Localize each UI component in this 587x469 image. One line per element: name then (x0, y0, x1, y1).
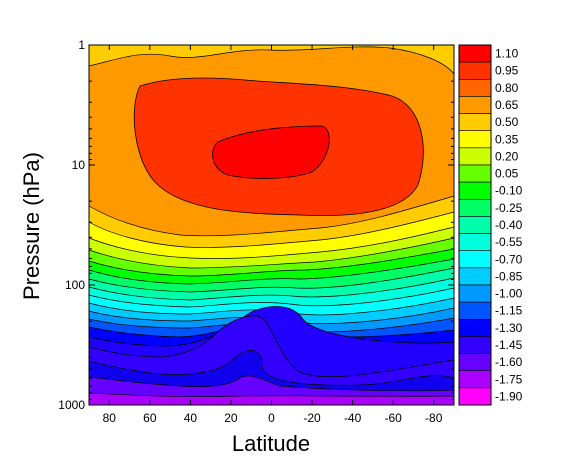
y-tick-label: 1000 (58, 398, 85, 412)
x-tick-label: 40 (184, 411, 198, 425)
x-axis-title: Latitude (232, 431, 310, 456)
colorbar-swatch (458, 284, 492, 303)
x-tick-label: -60 (384, 411, 402, 425)
colorbar-swatch (458, 216, 492, 234)
colorbar-swatch (458, 267, 492, 286)
x-tick-label: -80 (425, 411, 443, 425)
colorbar-label: -1.45 (495, 338, 523, 352)
y-tick-label: 1 (78, 38, 85, 52)
colorbar-label: -0.85 (495, 269, 523, 283)
y-tick-label: 10 (72, 158, 86, 172)
colorbar-swatch (458, 113, 492, 132)
contour-band-max (212, 125, 330, 179)
colorbar-label: 0.05 (495, 167, 519, 181)
colorbar-label: 0.95 (495, 64, 519, 78)
colorbar-label: -1.00 (495, 287, 523, 301)
colorbar-swatch (458, 233, 492, 252)
colorbar-swatch (458, 147, 492, 166)
colorbar-label: 0.20 (495, 149, 519, 163)
colorbar-label: -0.55 (495, 235, 523, 249)
colorbar: 1.10 0.95 0.80 0.65 0.50 0.35 0.20 0.05 -0.10 -0.… (458, 44, 523, 406)
x-tick-label: 20 (224, 411, 238, 425)
colorbar-label: 0.35 (495, 132, 519, 146)
x-tick-label: -40 (344, 411, 362, 425)
colorbar-label: -1.60 (495, 355, 523, 369)
x-tick-label: 0 (268, 411, 275, 425)
colorbar-label: -0.10 (495, 184, 523, 198)
colorbar-swatch (458, 318, 492, 337)
plot-area (88, 44, 455, 406)
colorbar-label: 1.10 (495, 47, 519, 61)
colorbar-label: -1.30 (495, 321, 523, 335)
y-tick-label: 100 (65, 278, 85, 292)
x-tick-label: 60 (143, 411, 157, 425)
x-axis: 80 60 40 20 0 -20 -40 -60 -80 (103, 45, 443, 425)
colorbar-swatch (458, 250, 492, 269)
x-tick-label: -20 (303, 411, 321, 425)
contour-band (88, 392, 455, 406)
colorbar-swatch (458, 130, 492, 149)
colorbar-label: 0.80 (495, 81, 519, 95)
colorbar-swatch (458, 96, 492, 114)
colorbar-swatch (458, 44, 492, 63)
colorbar-border (458, 44, 492, 406)
colorbar-swatch (458, 164, 492, 183)
colorbar-label: -1.75 (495, 372, 523, 386)
y-axis: 1 10 100 1000 (58, 38, 454, 412)
colorbar-swatch (458, 301, 492, 320)
colorbar-swatch (458, 370, 492, 389)
colorbar-label: 0.50 (495, 115, 519, 129)
colorbar-label: 0.65 (495, 98, 519, 112)
x-tick-label: 80 (103, 411, 117, 425)
colorbar-label: -1.90 (495, 389, 523, 403)
y-axis-title: Pressure (hPa) (19, 152, 44, 300)
colorbar-label: -1.15 (495, 304, 523, 318)
colorbar-swatch (458, 198, 492, 217)
colorbar-swatch (458, 181, 492, 200)
colorbar-label: -0.25 (495, 201, 523, 215)
colorbar-label: -0.70 (495, 252, 523, 266)
colorbar-swatch (458, 336, 492, 354)
colorbar-swatch (458, 61, 492, 80)
colorbar-swatch (458, 387, 492, 406)
colorbar-swatch (458, 78, 492, 97)
colorbar-label: -0.40 (495, 218, 523, 232)
colorbar-swatch (458, 353, 492, 372)
